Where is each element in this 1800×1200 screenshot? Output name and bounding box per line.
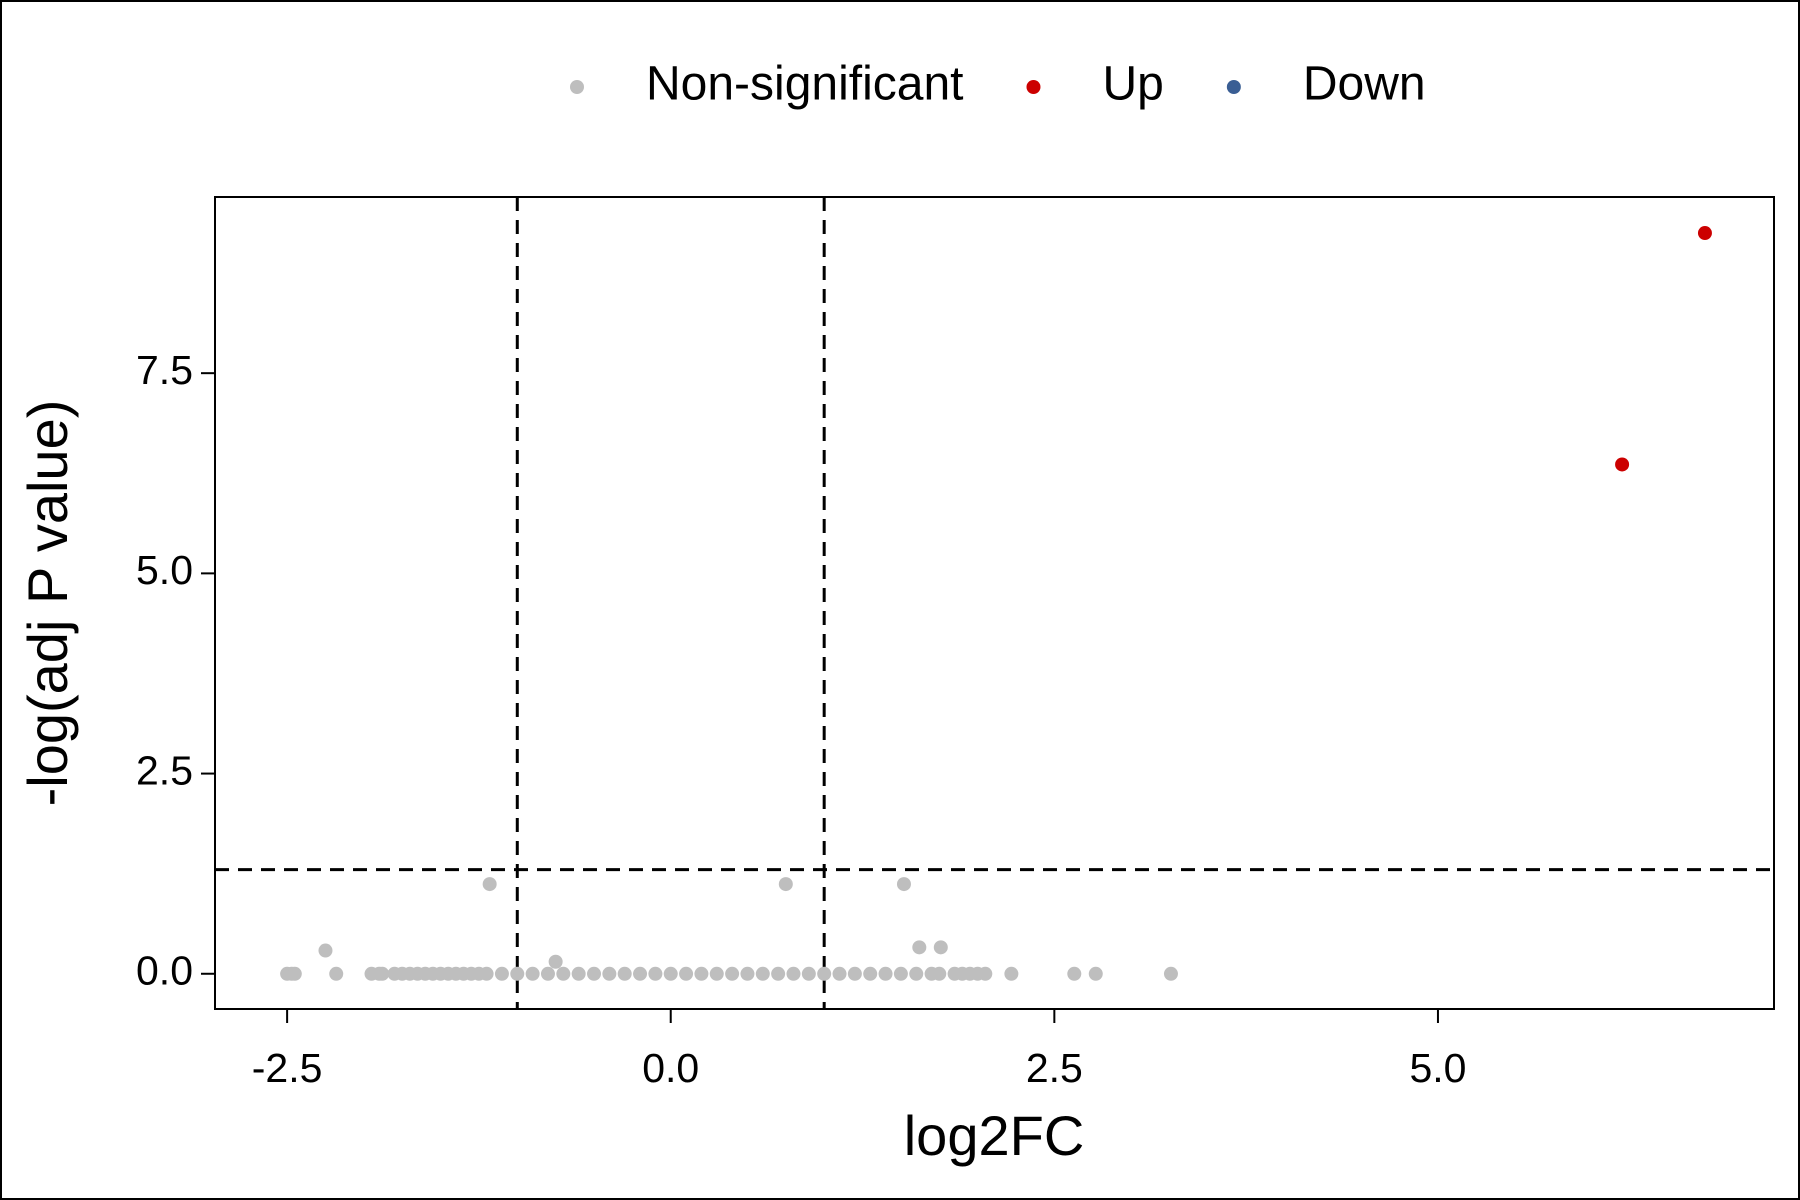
point (817, 966, 832, 981)
point (540, 966, 555, 981)
x-axis-title: log2FC (904, 1104, 1085, 1167)
point (663, 966, 678, 981)
point (571, 966, 586, 981)
point (978, 966, 993, 981)
point (932, 966, 947, 981)
point (847, 966, 862, 981)
point (893, 966, 908, 981)
point (482, 877, 497, 892)
point (1615, 457, 1630, 472)
point (771, 966, 786, 981)
point (318, 943, 333, 958)
point (556, 966, 571, 981)
point (375, 966, 390, 981)
point (863, 966, 878, 981)
point (525, 966, 540, 981)
point (725, 966, 740, 981)
point (912, 940, 927, 955)
point (287, 966, 302, 981)
point (878, 966, 893, 981)
point (755, 966, 770, 981)
point (587, 966, 602, 981)
x-tick-label: 5.0 (1409, 1045, 1466, 1091)
legend-label: Down (1303, 58, 1426, 111)
x-tick-label: 0.0 (642, 1045, 699, 1091)
point (909, 966, 924, 981)
point (1697, 226, 1712, 241)
y-axis-title: -log(adj P value) (16, 400, 79, 807)
y-tick-label: 7.5 (136, 347, 193, 393)
point (832, 966, 847, 981)
point (740, 966, 755, 981)
point (1088, 966, 1103, 981)
legend-label: Up (1102, 58, 1163, 111)
legend-marker (570, 80, 584, 94)
point (801, 966, 816, 981)
point (548, 954, 563, 969)
point (786, 966, 801, 981)
plot-area (214, 196, 1775, 1010)
y-tick-label: 5.0 (136, 547, 193, 593)
point (1004, 966, 1019, 981)
legend-marker (1226, 80, 1241, 94)
x-tick-label: -2.5 (252, 1045, 323, 1091)
point (896, 877, 911, 892)
legend-label: Non-significant (646, 58, 963, 111)
point (694, 966, 709, 981)
point (679, 966, 694, 981)
point (1067, 966, 1082, 981)
y-tick-label: 0.0 (136, 948, 193, 994)
point (648, 966, 663, 981)
point (617, 966, 632, 981)
point (933, 940, 948, 955)
point (778, 877, 793, 892)
point (1163, 966, 1178, 981)
y-tick-label: 2.5 (136, 747, 193, 793)
point (709, 966, 724, 981)
legend-marker (1026, 80, 1041, 94)
point (633, 966, 648, 981)
point (602, 966, 617, 981)
point (510, 966, 525, 981)
point (479, 966, 494, 981)
point (494, 966, 509, 981)
point (329, 966, 344, 981)
x-tick-label: 2.5 (1026, 1045, 1083, 1091)
